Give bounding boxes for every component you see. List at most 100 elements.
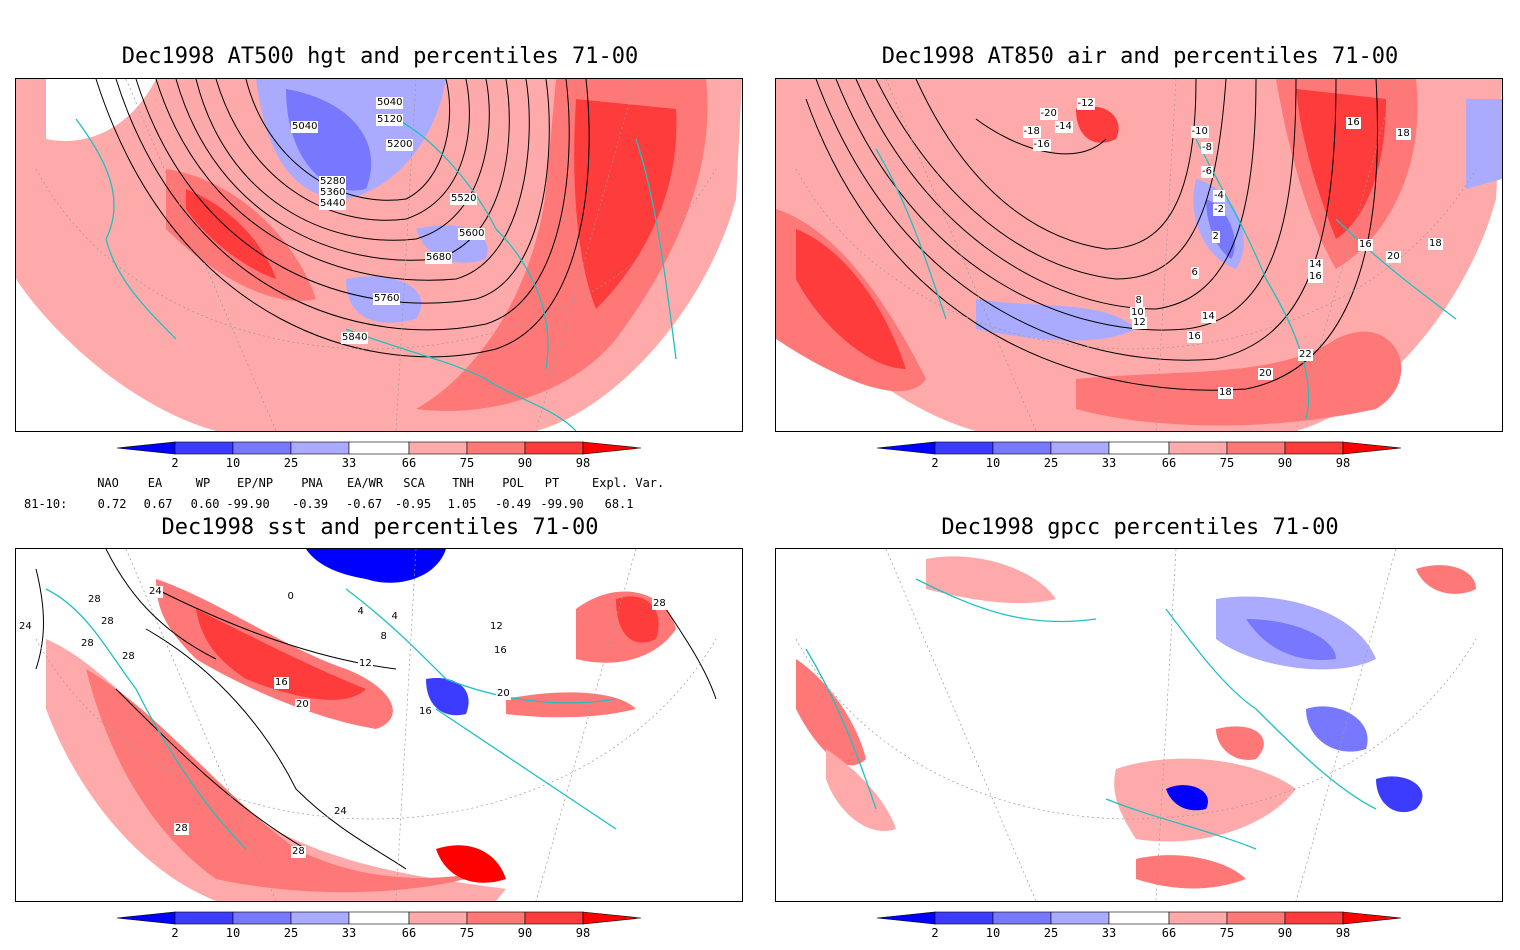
colorbar-tick-label: 33 (1102, 926, 1116, 940)
index-value: 68.1 (604, 497, 634, 511)
colorbar-segment (408, 441, 468, 455)
contour-label: 2 (1211, 231, 1220, 243)
colorbar-tick-label: 66 (402, 456, 416, 470)
colorbar-segment (1108, 441, 1170, 455)
contour-label: 5600 (458, 228, 486, 240)
index-name: NAO (97, 476, 119, 490)
index-name: POL (502, 476, 524, 490)
colorbar-tick-label: 90 (518, 926, 532, 940)
index-value: 1.05 (447, 497, 477, 511)
contour-label: 16 (1308, 271, 1323, 283)
contour-label: 12 (358, 658, 373, 670)
colorbar-segment (876, 441, 936, 455)
contour-label: 5360 (319, 187, 347, 199)
map-hgt500 (16, 79, 742, 431)
map-gpcc (795, 549, 1477, 901)
percentile-shading (796, 556, 1476, 889)
colorbar-air850: 2 10 25 33 66 75 90 98 (875, 440, 1405, 480)
contour-label: 5120 (376, 114, 404, 126)
colorbar-tick-label: 90 (518, 456, 532, 470)
index-value: -0.67 (346, 497, 383, 511)
contour-label: 8 (379, 631, 388, 643)
contour-label: 28 (121, 651, 136, 663)
contour-label: 4 (1216, 190, 1225, 202)
colorbar-segment (992, 441, 1052, 455)
colorbar-segment (524, 911, 584, 925)
colorbar-segment (408, 911, 468, 925)
contour-label: 28 (80, 638, 95, 650)
contour-label: 10 (1130, 307, 1145, 319)
contour-label: -8 (1201, 142, 1213, 154)
index-name: SCA (403, 476, 425, 490)
contour-label: 5280 (319, 176, 347, 188)
colorbar-tick-label: 75 (460, 456, 474, 470)
contour-label: 16 (1358, 239, 1373, 251)
contour-label: 5680 (425, 252, 453, 264)
contour-label: 0 (286, 591, 295, 603)
colorbar-hgt500: 2 10 25 33 66 75 90 98 (115, 440, 645, 480)
colorbar-segment (934, 911, 994, 925)
coastline (875, 138, 1457, 420)
coastline (45, 588, 617, 850)
index-value: -0.39 (292, 497, 329, 511)
height-contours (95, 79, 590, 358)
contour-label: 4 (356, 606, 365, 618)
colorbar-tick-label: 25 (1044, 456, 1058, 470)
colorbar-segment (1108, 911, 1170, 925)
colorbar-tick-label: 33 (342, 456, 356, 470)
index-name: EP/NP (237, 476, 274, 490)
contour-label: 20 (295, 699, 310, 711)
colorbar-segment (1284, 441, 1344, 455)
contour-label: 20 (1258, 368, 1273, 380)
index-name: PT (544, 476, 560, 490)
colorbar-segment (348, 911, 410, 925)
colorbar-segment (174, 911, 234, 925)
contour-label: 22 (1298, 349, 1313, 361)
contour-label: 28 (100, 616, 115, 628)
map-sst (35, 549, 717, 901)
colorbar-segment (934, 441, 994, 455)
colorbar-tick-label: 98 (1336, 456, 1350, 470)
colorbar-segment (524, 441, 584, 455)
colorbar-tick-label: 66 (1162, 926, 1176, 940)
colorbar-segment (1226, 911, 1286, 925)
colorbar-segment (466, 911, 526, 925)
percentile-shading (776, 79, 1502, 431)
contour-label: 24 (148, 586, 163, 598)
contour-label: 12 (489, 621, 504, 633)
contour-label: 28 (87, 594, 102, 606)
colorbar-tick-label: 25 (284, 926, 298, 940)
index-name: Expl. Var. (592, 476, 665, 490)
contour-label: 18 (1428, 238, 1443, 250)
contour-label: 5440 (319, 198, 347, 210)
colorbar-segment (174, 441, 234, 455)
colorbar-tick-label: 66 (1162, 456, 1176, 470)
contour-label: -12 (1076, 98, 1095, 110)
grid-lines (35, 549, 717, 901)
colorbar-tick-label: 98 (1336, 926, 1350, 940)
contour-label: 28 (291, 846, 306, 858)
index-value: 0.60 (190, 497, 220, 511)
grid-lines (795, 79, 1477, 431)
contour-label: 5520 (450, 193, 478, 205)
index-name: TNH (452, 476, 474, 490)
map-panel-sst (15, 548, 743, 902)
colorbar-segment (1342, 441, 1402, 455)
contour-label: -20 (1039, 108, 1058, 120)
colorbar-segment (1342, 911, 1402, 925)
index-value: -0.49 (495, 497, 532, 511)
index-value: 0.67 (143, 497, 173, 511)
colorbar-segment (1168, 911, 1228, 925)
map-panel-gpcc (775, 548, 1503, 902)
contour-label: 28 (174, 823, 189, 835)
contour-label: 5760 (373, 293, 401, 305)
colorbar-segment (232, 911, 292, 925)
colorbar-segment (582, 441, 642, 455)
contour-label: 6 (1190, 267, 1199, 279)
index-value: -99.90 (540, 497, 584, 511)
colorbar-tick-label: 2 (171, 456, 178, 470)
contour-label: 18 (1396, 128, 1411, 140)
colorbar-tick-label: 10 (986, 456, 1000, 470)
colorbar-tick-label: 2 (171, 926, 178, 940)
contour-label: 16 (493, 645, 508, 657)
